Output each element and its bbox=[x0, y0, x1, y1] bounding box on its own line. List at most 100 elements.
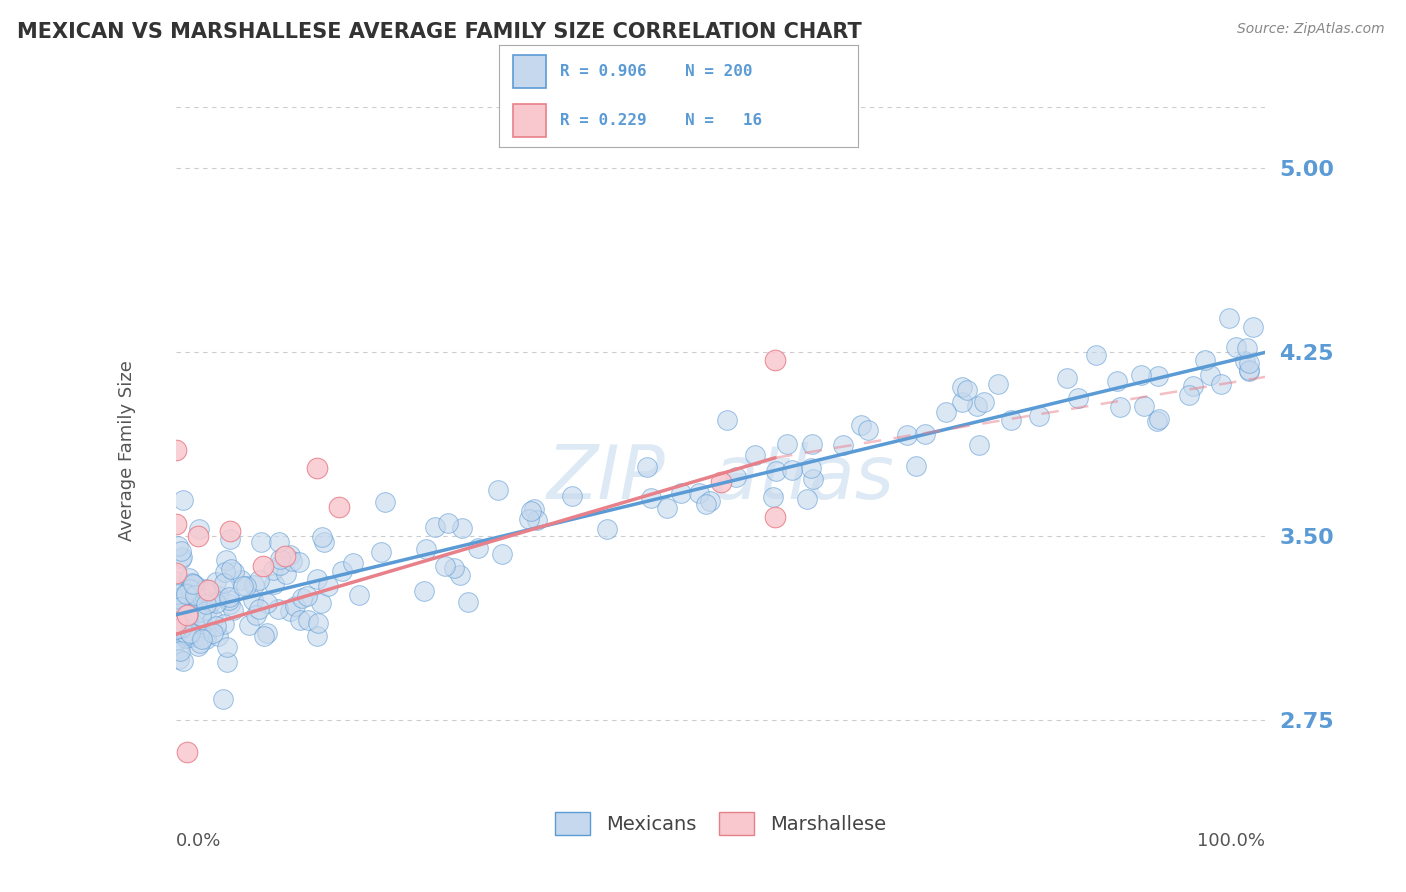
Point bbox=[245, 607, 267, 622]
Point bbox=[451, 521, 474, 535]
Point bbox=[167, 591, 190, 606]
Text: Source: ZipAtlas.com: Source: ZipAtlas.com bbox=[1237, 22, 1385, 37]
Point bbox=[342, 556, 364, 570]
Point bbox=[1056, 371, 1078, 385]
Point bbox=[231, 573, 253, 587]
Point bbox=[1209, 377, 1232, 392]
Point bbox=[832, 437, 855, 451]
Point bbox=[242, 592, 264, 607]
Point bbox=[274, 549, 297, 563]
Point bbox=[232, 578, 254, 592]
Point bbox=[165, 443, 187, 458]
Point bbox=[184, 588, 207, 602]
Point bbox=[796, 491, 818, 506]
Point bbox=[172, 492, 194, 507]
Point bbox=[314, 534, 336, 549]
Point bbox=[1236, 341, 1258, 355]
Point bbox=[180, 580, 202, 594]
Point bbox=[330, 565, 353, 579]
Point bbox=[170, 621, 193, 635]
Point bbox=[973, 394, 995, 409]
Point bbox=[166, 602, 188, 616]
Text: MEXICAN VS MARSHALLESE AVERAGE FAMILY SIZE CORRELATION CHART: MEXICAN VS MARSHALLESE AVERAGE FAMILY SI… bbox=[17, 22, 862, 42]
Point bbox=[190, 608, 212, 623]
Point bbox=[215, 553, 238, 567]
Point bbox=[967, 438, 990, 452]
Point bbox=[262, 563, 284, 577]
Point bbox=[179, 582, 201, 596]
Point bbox=[247, 602, 270, 616]
Point bbox=[263, 577, 285, 591]
Point bbox=[950, 380, 973, 394]
Point bbox=[212, 691, 235, 706]
Point bbox=[1181, 379, 1204, 393]
Point bbox=[183, 578, 205, 592]
Point bbox=[305, 573, 328, 587]
Point bbox=[235, 579, 257, 593]
Point bbox=[297, 613, 319, 627]
Point bbox=[195, 602, 218, 616]
Point bbox=[956, 383, 979, 397]
Point bbox=[167, 614, 190, 628]
Point bbox=[212, 617, 235, 632]
Point bbox=[243, 577, 266, 591]
Point bbox=[1237, 363, 1260, 377]
Point bbox=[295, 589, 318, 603]
Point bbox=[1085, 348, 1108, 362]
Point bbox=[194, 622, 217, 636]
Text: R = 0.906    N = 200: R = 0.906 N = 200 bbox=[560, 63, 752, 78]
Point bbox=[190, 591, 212, 605]
Point bbox=[896, 428, 918, 442]
Point bbox=[269, 534, 291, 549]
Point bbox=[1177, 388, 1199, 402]
Point bbox=[218, 590, 240, 604]
Point bbox=[1028, 409, 1050, 423]
Point bbox=[188, 522, 211, 536]
Point bbox=[347, 588, 370, 602]
Point bbox=[169, 600, 191, 615]
Point bbox=[716, 413, 738, 427]
Point bbox=[208, 589, 231, 603]
Point bbox=[640, 491, 662, 506]
Point bbox=[434, 559, 457, 574]
Point bbox=[205, 619, 228, 633]
Point bbox=[695, 497, 717, 511]
Point bbox=[176, 607, 198, 622]
Point bbox=[177, 603, 200, 617]
Point bbox=[238, 617, 260, 632]
Point bbox=[253, 629, 276, 643]
Point bbox=[987, 377, 1010, 392]
Point bbox=[1237, 356, 1260, 370]
Point bbox=[274, 567, 297, 582]
Point bbox=[205, 574, 228, 589]
Point bbox=[328, 500, 350, 514]
Point bbox=[183, 576, 205, 591]
Point bbox=[172, 590, 194, 604]
Point bbox=[725, 470, 748, 484]
Point bbox=[457, 595, 479, 609]
Text: R = 0.229    N =   16: R = 0.229 N = 16 bbox=[560, 113, 762, 128]
Point bbox=[1109, 400, 1132, 414]
Point bbox=[176, 597, 198, 611]
Point bbox=[187, 639, 209, 653]
Point bbox=[669, 485, 692, 500]
Point bbox=[177, 571, 200, 585]
Legend: Mexicans, Marshallese: Mexicans, Marshallese bbox=[547, 805, 894, 843]
Point bbox=[278, 549, 301, 563]
Bar bbox=[513, 104, 546, 137]
Point bbox=[165, 622, 187, 636]
Point bbox=[266, 602, 288, 616]
Point bbox=[166, 591, 188, 605]
Point bbox=[762, 491, 785, 505]
Point bbox=[218, 532, 240, 546]
Point bbox=[183, 630, 205, 644]
Point bbox=[1067, 391, 1090, 405]
Point bbox=[188, 635, 211, 649]
Point bbox=[172, 614, 194, 628]
Point bbox=[202, 626, 225, 640]
Point bbox=[256, 596, 278, 610]
Point bbox=[316, 579, 339, 593]
Point bbox=[219, 562, 242, 576]
Point bbox=[776, 437, 799, 451]
Point bbox=[176, 745, 198, 759]
